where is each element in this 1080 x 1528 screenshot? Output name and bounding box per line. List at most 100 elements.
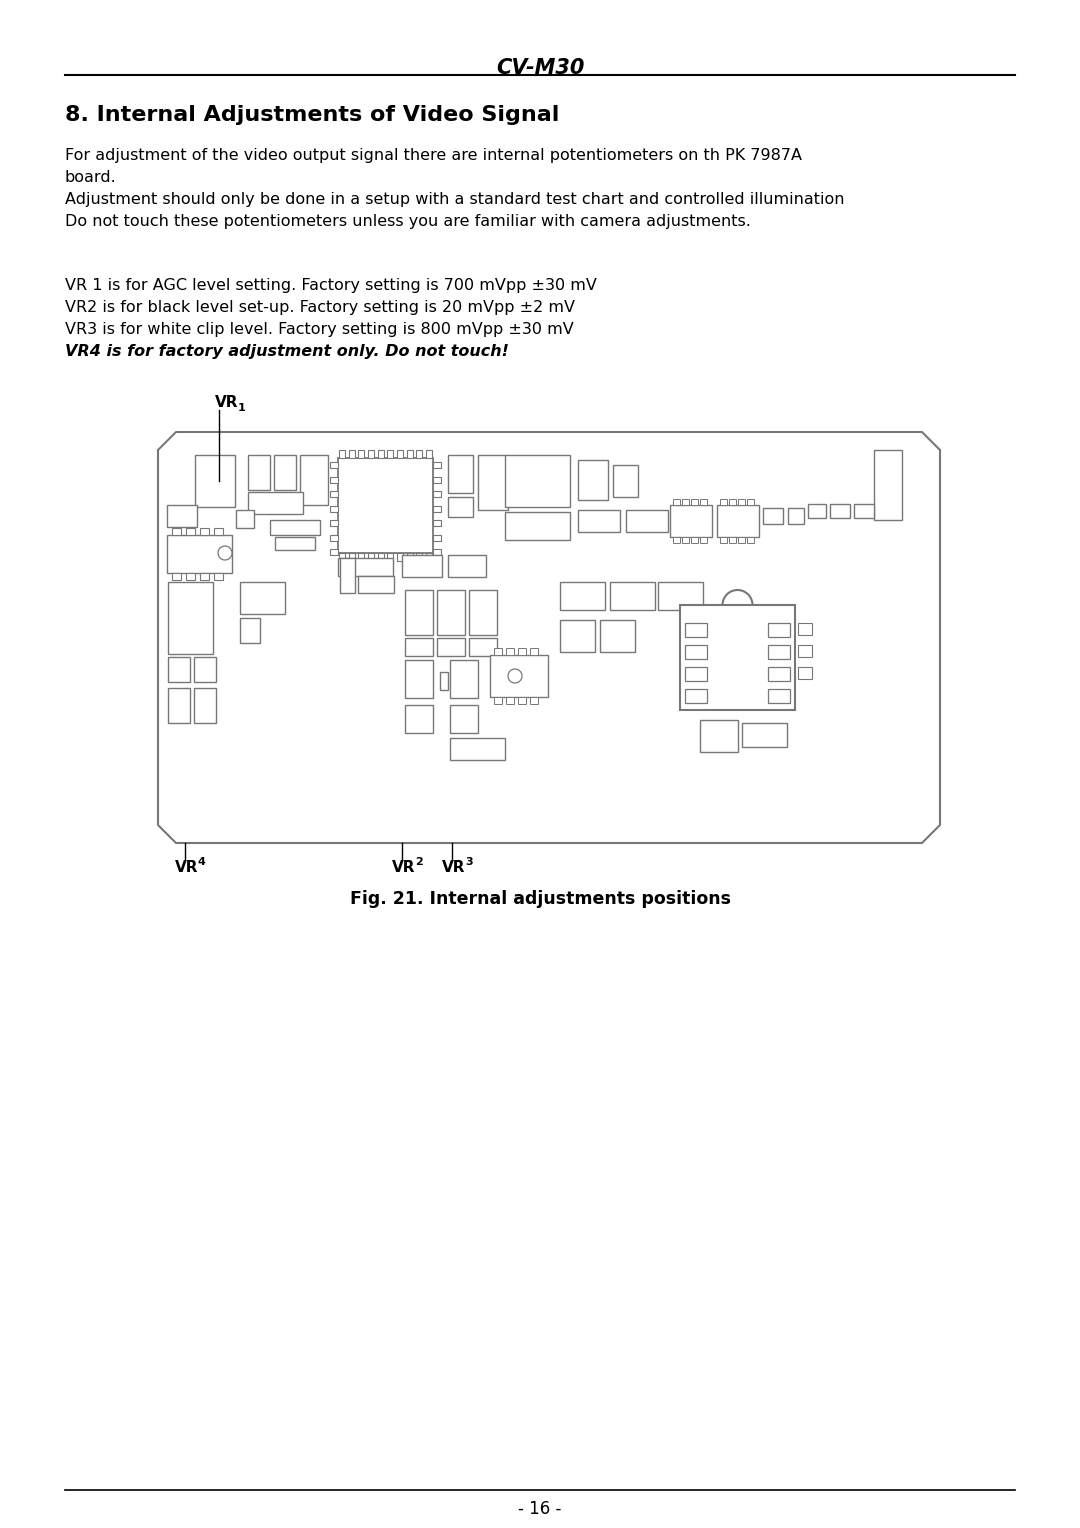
Bar [426, 451, 432, 458]
Text: 8. Internal Adjustments of Video Signal: 8. Internal Adjustments of Video Signal [65, 105, 559, 125]
Bar [768, 645, 789, 659]
Bar [685, 668, 707, 681]
Bar [700, 536, 707, 542]
Bar [194, 688, 216, 723]
Bar [339, 451, 345, 458]
Bar [405, 660, 433, 698]
Bar [518, 648, 526, 656]
Bar [681, 500, 689, 504]
Bar [368, 451, 374, 458]
Bar [359, 451, 364, 458]
Text: For adjustment of the video output signal there are internal potentiometers on t: For adjustment of the video output signa… [65, 148, 802, 163]
Bar [494, 697, 502, 704]
Bar [507, 697, 514, 704]
Text: VR 1 is for AGC level setting. Factory setting is 700 mVpp ±30 mV: VR 1 is for AGC level setting. Factory s… [65, 278, 597, 293]
Bar [530, 648, 538, 656]
Bar [478, 455, 508, 510]
Bar [433, 535, 441, 541]
Bar [349, 451, 354, 458]
Bar [440, 672, 448, 691]
Bar [808, 504, 826, 518]
Bar [578, 510, 620, 532]
Text: 4: 4 [198, 857, 206, 866]
Bar [685, 689, 707, 703]
Bar [798, 645, 812, 657]
Bar [700, 500, 707, 504]
Bar [610, 582, 654, 610]
Bar [691, 500, 698, 504]
Bar [330, 549, 338, 555]
Text: CV-M30: CV-M30 [496, 58, 584, 78]
Bar [507, 648, 514, 656]
Bar [450, 704, 478, 733]
Bar [685, 645, 707, 659]
Bar [378, 553, 383, 561]
Bar [240, 582, 285, 614]
Bar [426, 553, 432, 561]
Bar [330, 490, 338, 497]
Text: VR4 is for factory adjustment only. Do not touch!: VR4 is for factory adjustment only. Do n… [65, 344, 509, 359]
Circle shape [508, 669, 522, 683]
Bar [378, 451, 383, 458]
Bar [433, 461, 441, 468]
Polygon shape [158, 432, 940, 843]
Bar [673, 536, 680, 542]
Bar [200, 573, 210, 581]
Bar [167, 504, 197, 527]
Bar [433, 477, 441, 483]
Bar [720, 536, 727, 542]
Text: VR: VR [215, 396, 239, 410]
Bar [561, 582, 605, 610]
Bar [172, 529, 181, 535]
Bar [680, 605, 795, 711]
Bar [300, 455, 328, 504]
Bar [405, 704, 433, 733]
Bar [437, 639, 465, 656]
Bar [397, 553, 403, 561]
Bar [626, 510, 669, 532]
Bar [670, 504, 712, 536]
Bar [433, 549, 441, 555]
Bar [469, 639, 497, 656]
Bar [168, 657, 190, 681]
Bar [339, 553, 345, 561]
Text: VR: VR [175, 860, 199, 876]
Bar [248, 492, 303, 513]
Text: VR: VR [442, 860, 465, 876]
Bar [340, 558, 355, 593]
Bar [681, 536, 689, 542]
Text: 1: 1 [238, 403, 246, 413]
Bar [494, 648, 502, 656]
Text: - 16 -: - 16 - [518, 1500, 562, 1517]
Bar [407, 553, 413, 561]
Text: 2: 2 [415, 857, 422, 866]
Bar [762, 507, 783, 524]
Bar [717, 504, 759, 536]
Bar [433, 490, 441, 497]
Bar [437, 590, 465, 636]
Bar [613, 465, 638, 497]
Bar [186, 573, 195, 581]
Bar [742, 723, 787, 747]
Bar [729, 500, 735, 504]
Bar [214, 529, 222, 535]
Bar [195, 455, 235, 507]
Bar [274, 455, 296, 490]
Bar [388, 553, 393, 561]
Text: VR2 is for black level set-up. Factory setting is 20 mVpp ±2 mV: VR2 is for black level set-up. Factory s… [65, 299, 575, 315]
Bar [330, 477, 338, 483]
Bar [518, 697, 526, 704]
Bar [397, 451, 403, 458]
Bar [167, 535, 232, 573]
Bar [448, 497, 473, 516]
Bar [469, 590, 497, 636]
Bar [490, 656, 548, 697]
Bar [214, 573, 222, 581]
Bar [405, 639, 433, 656]
Bar [768, 689, 789, 703]
Bar [578, 460, 608, 500]
Bar [330, 520, 338, 526]
Bar [450, 738, 505, 759]
Bar [448, 555, 486, 578]
Bar [368, 553, 374, 561]
